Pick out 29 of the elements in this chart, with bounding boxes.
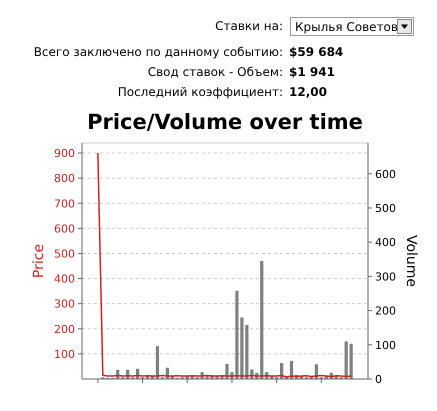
y-tick-label: 600 xyxy=(54,222,75,236)
y-tick-label: 200 xyxy=(54,322,75,336)
text: $59 684 xyxy=(289,45,344,59)
text: 12,00 xyxy=(289,85,327,99)
y2-tick-label: 100 xyxy=(375,338,396,352)
text: Ставки на: xyxy=(215,19,283,33)
y2-tick-label: 300 xyxy=(375,270,396,284)
y-tick-label: 500 xyxy=(54,247,75,260)
bar xyxy=(235,290,239,379)
text: Всего заключено по данному событию: xyxy=(34,45,283,59)
text: Свод ставок - Объем: xyxy=(148,65,283,79)
y-tick-label: 800 xyxy=(54,172,75,186)
y2-tick-label: 200 xyxy=(375,304,396,318)
y2-tick-label: 400 xyxy=(375,236,396,250)
text: $1 941 xyxy=(289,65,335,79)
dropdown-field: Крылья Советов xyxy=(290,17,414,36)
y2-axis-title: Volume xyxy=(403,234,419,288)
y-tick-label: 100 xyxy=(54,348,75,361)
y-axis-title: Price xyxy=(31,244,47,278)
text: Последний коэффициент: xyxy=(118,85,283,99)
y-tick-label: 900 xyxy=(54,147,75,160)
y2-tick-label: 0 xyxy=(375,373,382,386)
y2-tick-label: 500 xyxy=(375,202,396,215)
y-tick-label: 300 xyxy=(54,298,75,311)
line-series xyxy=(97,152,352,378)
chart-title: Price/Volume over time xyxy=(87,110,363,134)
y-tick-label: 400 xyxy=(54,272,75,286)
y2-tick-label: 600 xyxy=(375,168,396,181)
y-tick-label: 700 xyxy=(54,197,75,210)
